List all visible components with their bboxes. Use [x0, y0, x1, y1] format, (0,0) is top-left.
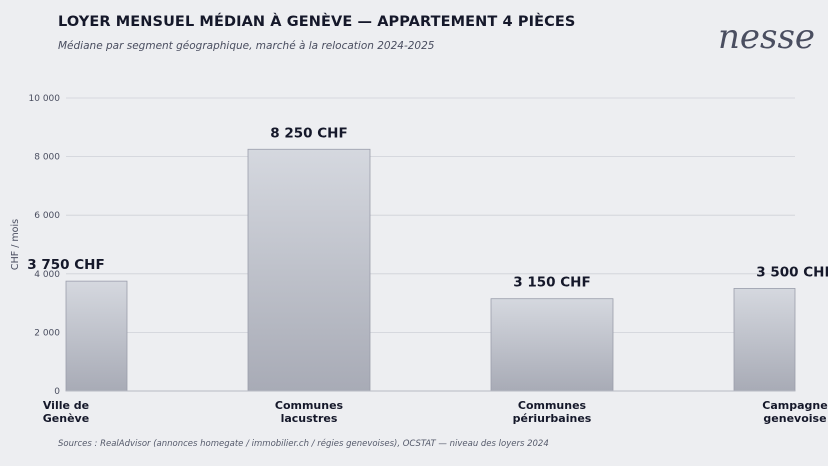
y-tick-label: 2 000 — [34, 328, 60, 338]
bar-0 — [65, 280, 128, 392]
grid-lines — [66, 97, 795, 392]
data-label-1: 8 250 CHF — [270, 125, 347, 141]
source-note: Sources : RealAdvisor (annonces homegate… — [58, 439, 549, 449]
data-label-3: 3 500 CHF — [756, 264, 828, 280]
data-labels: 3 750 CHF 8 250 CHF 3 150 CHF 3 500 CHF — [27, 125, 828, 290]
bar-3 — [733, 288, 796, 392]
y-tick-label: 0 — [54, 387, 60, 397]
y-tick-label: 4 000 — [34, 270, 60, 280]
chart-subtitle: Médiane par segment géographique, marché… — [58, 40, 435, 52]
y-axis-label: CHF / mois — [10, 219, 21, 270]
brand-logo: nessell — [718, 17, 816, 57]
data-label-0: 3 750 CHF — [27, 257, 104, 273]
bars — [65, 148, 796, 392]
bar-2 — [490, 298, 614, 392]
category-label-0: Ville de Genève — [43, 399, 89, 425]
category-label-3: Campagne genevoise — [762, 399, 827, 425]
svg-text:nessell: nessell — [718, 17, 816, 57]
y-tick-label: 10 000 — [29, 94, 61, 104]
bar-1 — [247, 148, 371, 392]
data-label-2: 3 150 CHF — [513, 275, 590, 291]
category-labels: Ville de Genève Communes lacustres Communes p… — [43, 399, 828, 425]
y-tick-label: 6 000 — [34, 211, 60, 221]
y-tick-label: 8 000 — [34, 153, 60, 163]
y-axis-ticks: 0 2 000 4 000 6 000 8 000 10 000 — [29, 94, 61, 397]
category-label-1: Communes lacustres — [275, 399, 344, 425]
chart-title: LOYER MENSUEL MÉDIAN À GENÈVE — APPARTEM… — [58, 14, 576, 30]
category-label-2: Communes périurbaines — [513, 399, 592, 425]
